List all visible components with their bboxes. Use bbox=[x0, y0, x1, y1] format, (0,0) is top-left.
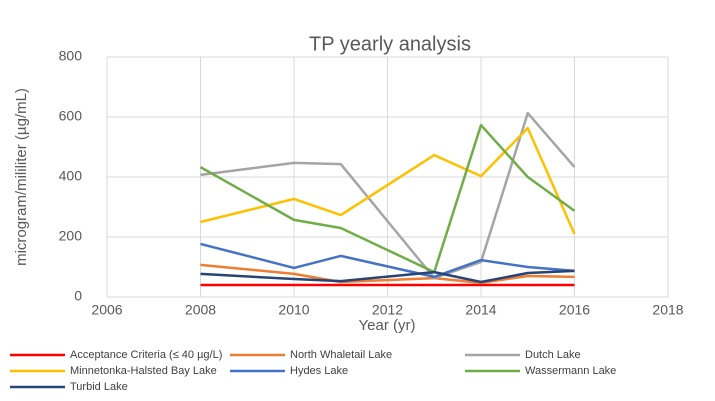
y-tick-label: 400 bbox=[59, 168, 83, 184]
x-tick-label: 2006 bbox=[91, 302, 122, 318]
x-tick-label: 2012 bbox=[372, 302, 403, 318]
x-tick-label: 2016 bbox=[559, 302, 590, 318]
y-tick-label: 200 bbox=[59, 228, 83, 244]
legend-label: North Whaletail Lake bbox=[290, 349, 392, 361]
chart-title: TP yearly analysis bbox=[309, 33, 471, 55]
x-tick-label: 2014 bbox=[465, 302, 496, 318]
y-tick-label: 0 bbox=[74, 288, 82, 304]
x-tick-label: 2018 bbox=[652, 302, 683, 318]
x-tick-label: 2010 bbox=[278, 302, 309, 318]
legend-label: Acceptance Criteria (≤ 40 µg/L) bbox=[70, 349, 222, 361]
x-axis-label: Year (yr) bbox=[359, 317, 416, 334]
legend-label: Wassermann Lake bbox=[525, 365, 616, 377]
series-line bbox=[200, 126, 576, 235]
y-tick-label: 600 bbox=[59, 108, 83, 124]
legend-label: Turbid Lake bbox=[70, 381, 128, 393]
legend-label: Dutch Lake bbox=[525, 349, 581, 361]
y-axis-label: microgram/mililiter (µg/mL) bbox=[13, 88, 30, 266]
legend-label: Hydes Lake bbox=[290, 365, 348, 377]
series-line bbox=[200, 242, 575, 279]
series-line bbox=[200, 269, 575, 284]
y-tick-label: 800 bbox=[59, 48, 83, 64]
x-tick-label: 2008 bbox=[185, 302, 216, 318]
legend-label: Minnetonka-Halsted Bay Lake bbox=[70, 365, 217, 377]
